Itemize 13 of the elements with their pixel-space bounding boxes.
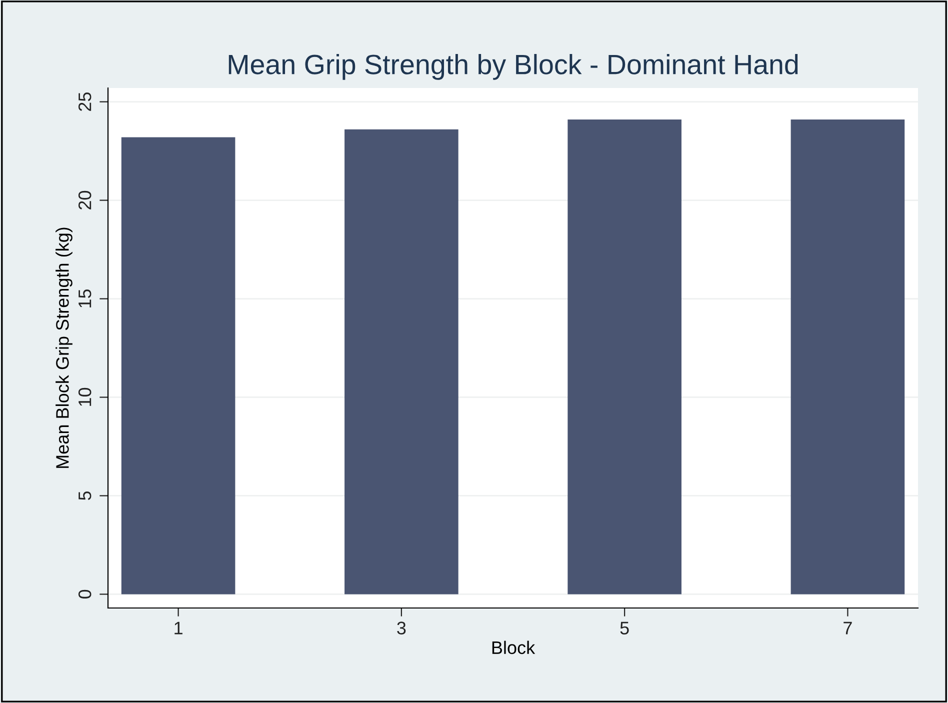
y-tick-label: 20 bbox=[78, 190, 92, 210]
chart-title: Mean Grip Strength by Block - Dominant Hand bbox=[228, 54, 798, 80]
y-axis-title: Mean Block Grip Strength (kg) bbox=[56, 228, 72, 468]
x-axis-title: Block bbox=[492, 640, 536, 654]
y-tick-label: 5 bbox=[78, 491, 92, 500]
y-tick-label: 25 bbox=[78, 92, 92, 111]
y-tick-label: 15 bbox=[78, 289, 92, 308]
y-tick-label: 10 bbox=[78, 388, 92, 406]
y-tick-label: 0 bbox=[78, 590, 92, 599]
x-tick-label: 1 bbox=[174, 622, 182, 634]
x-tick-label: 3 bbox=[397, 622, 406, 634]
x-tick-label: 7 bbox=[844, 622, 852, 634]
x-tick-label: 5 bbox=[620, 622, 629, 634]
